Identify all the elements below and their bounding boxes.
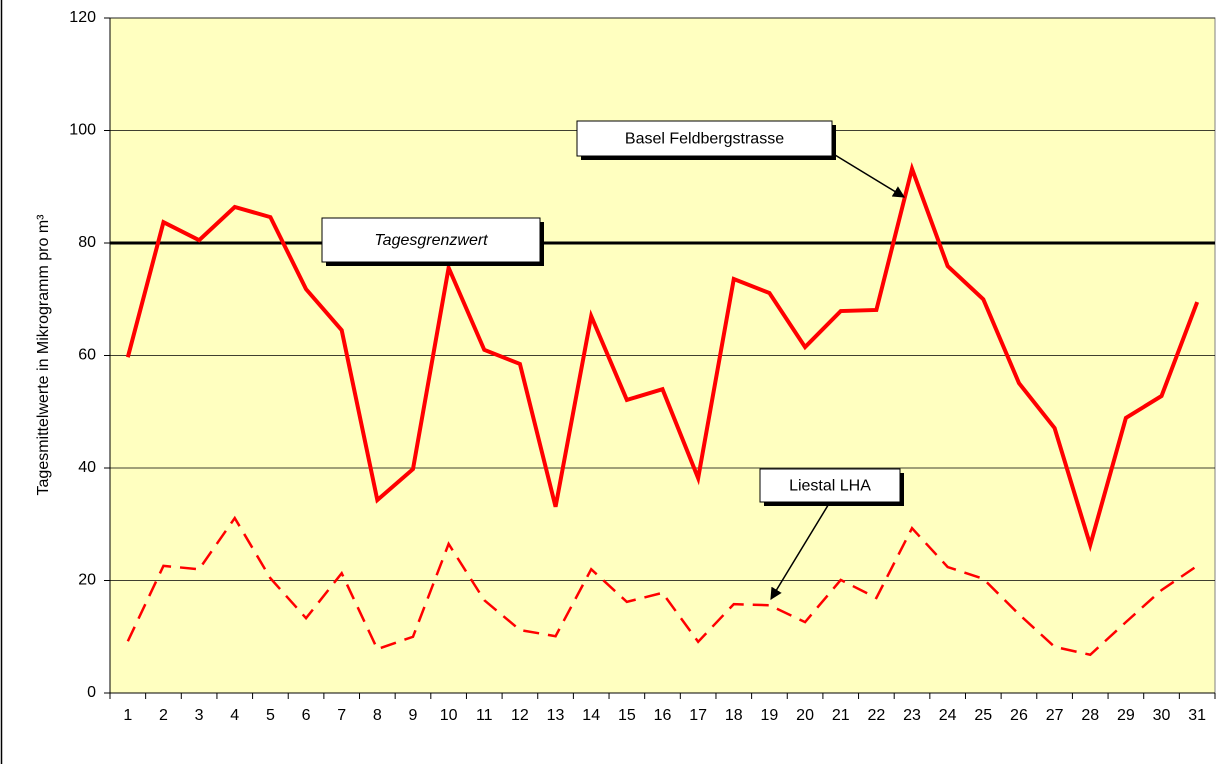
- y-tick-label: 60: [78, 347, 96, 364]
- x-tick-label: 16: [654, 707, 672, 724]
- x-tick-label: 21: [832, 707, 850, 724]
- x-tick-label: 31: [1188, 707, 1206, 724]
- series-label: [759, 468, 901, 503]
- threshold-label: [321, 217, 541, 263]
- x-tick-label: 23: [903, 707, 921, 724]
- x-tick-label: 13: [547, 707, 565, 724]
- annotation-arrow: [834, 154, 906, 198]
- x-tick-label: 29: [1117, 707, 1135, 724]
- x-tick-label: 7: [337, 707, 346, 724]
- x-tick-label: 4: [230, 707, 239, 724]
- x-tick-label: 3: [195, 707, 204, 724]
- y-tick-label: 120: [69, 9, 96, 26]
- x-tick-label: 15: [618, 707, 636, 724]
- x-tick-label: 2: [159, 707, 168, 724]
- series-label: [576, 120, 833, 157]
- x-tick-label: 30: [1153, 707, 1171, 724]
- y-tick-label: 80: [78, 234, 96, 251]
- annotation-arrow: [770, 501, 831, 601]
- x-tick-label: 8: [373, 707, 382, 724]
- x-tick-label: 5: [266, 707, 275, 724]
- x-tick-label: 25: [974, 707, 992, 724]
- x-tick-label: 26: [1010, 707, 1028, 724]
- y-tick-label: 100: [69, 122, 96, 139]
- series-line: [125, 161, 1200, 553]
- x-tick-label: 12: [511, 707, 529, 724]
- x-tick-label: 1: [123, 707, 132, 724]
- x-tick-label: 19: [761, 707, 779, 724]
- y-tick-label: 20: [78, 572, 96, 589]
- x-tick-label: 18: [725, 707, 743, 724]
- series-label-text: Basel Feldbergstrasse: [625, 131, 784, 148]
- x-tick-label: 28: [1081, 707, 1099, 724]
- y-axis-label: Tagesmittelwerte in Mikrogramm pro m³: [35, 214, 52, 496]
- x-tick-label: 11: [476, 707, 493, 724]
- series-line: [126, 515, 1198, 657]
- x-tick-label: 22: [867, 707, 885, 724]
- x-tick-label: 27: [1046, 707, 1064, 724]
- x-tick-label: 24: [939, 707, 957, 724]
- x-tick-label: 20: [796, 707, 814, 724]
- x-tick-label: 14: [582, 707, 600, 724]
- y-tick-label: 40: [78, 459, 96, 476]
- series-label-text: Liestal LHA: [789, 478, 871, 495]
- x-tick-label: 9: [409, 707, 418, 724]
- threshold-label-text: Tagesgrenzwert: [374, 232, 488, 249]
- x-tick-label: 10: [440, 707, 458, 724]
- y-tick-label: 0: [87, 684, 96, 701]
- x-tick-label: 17: [689, 707, 707, 724]
- x-tick-label: 6: [302, 707, 311, 724]
